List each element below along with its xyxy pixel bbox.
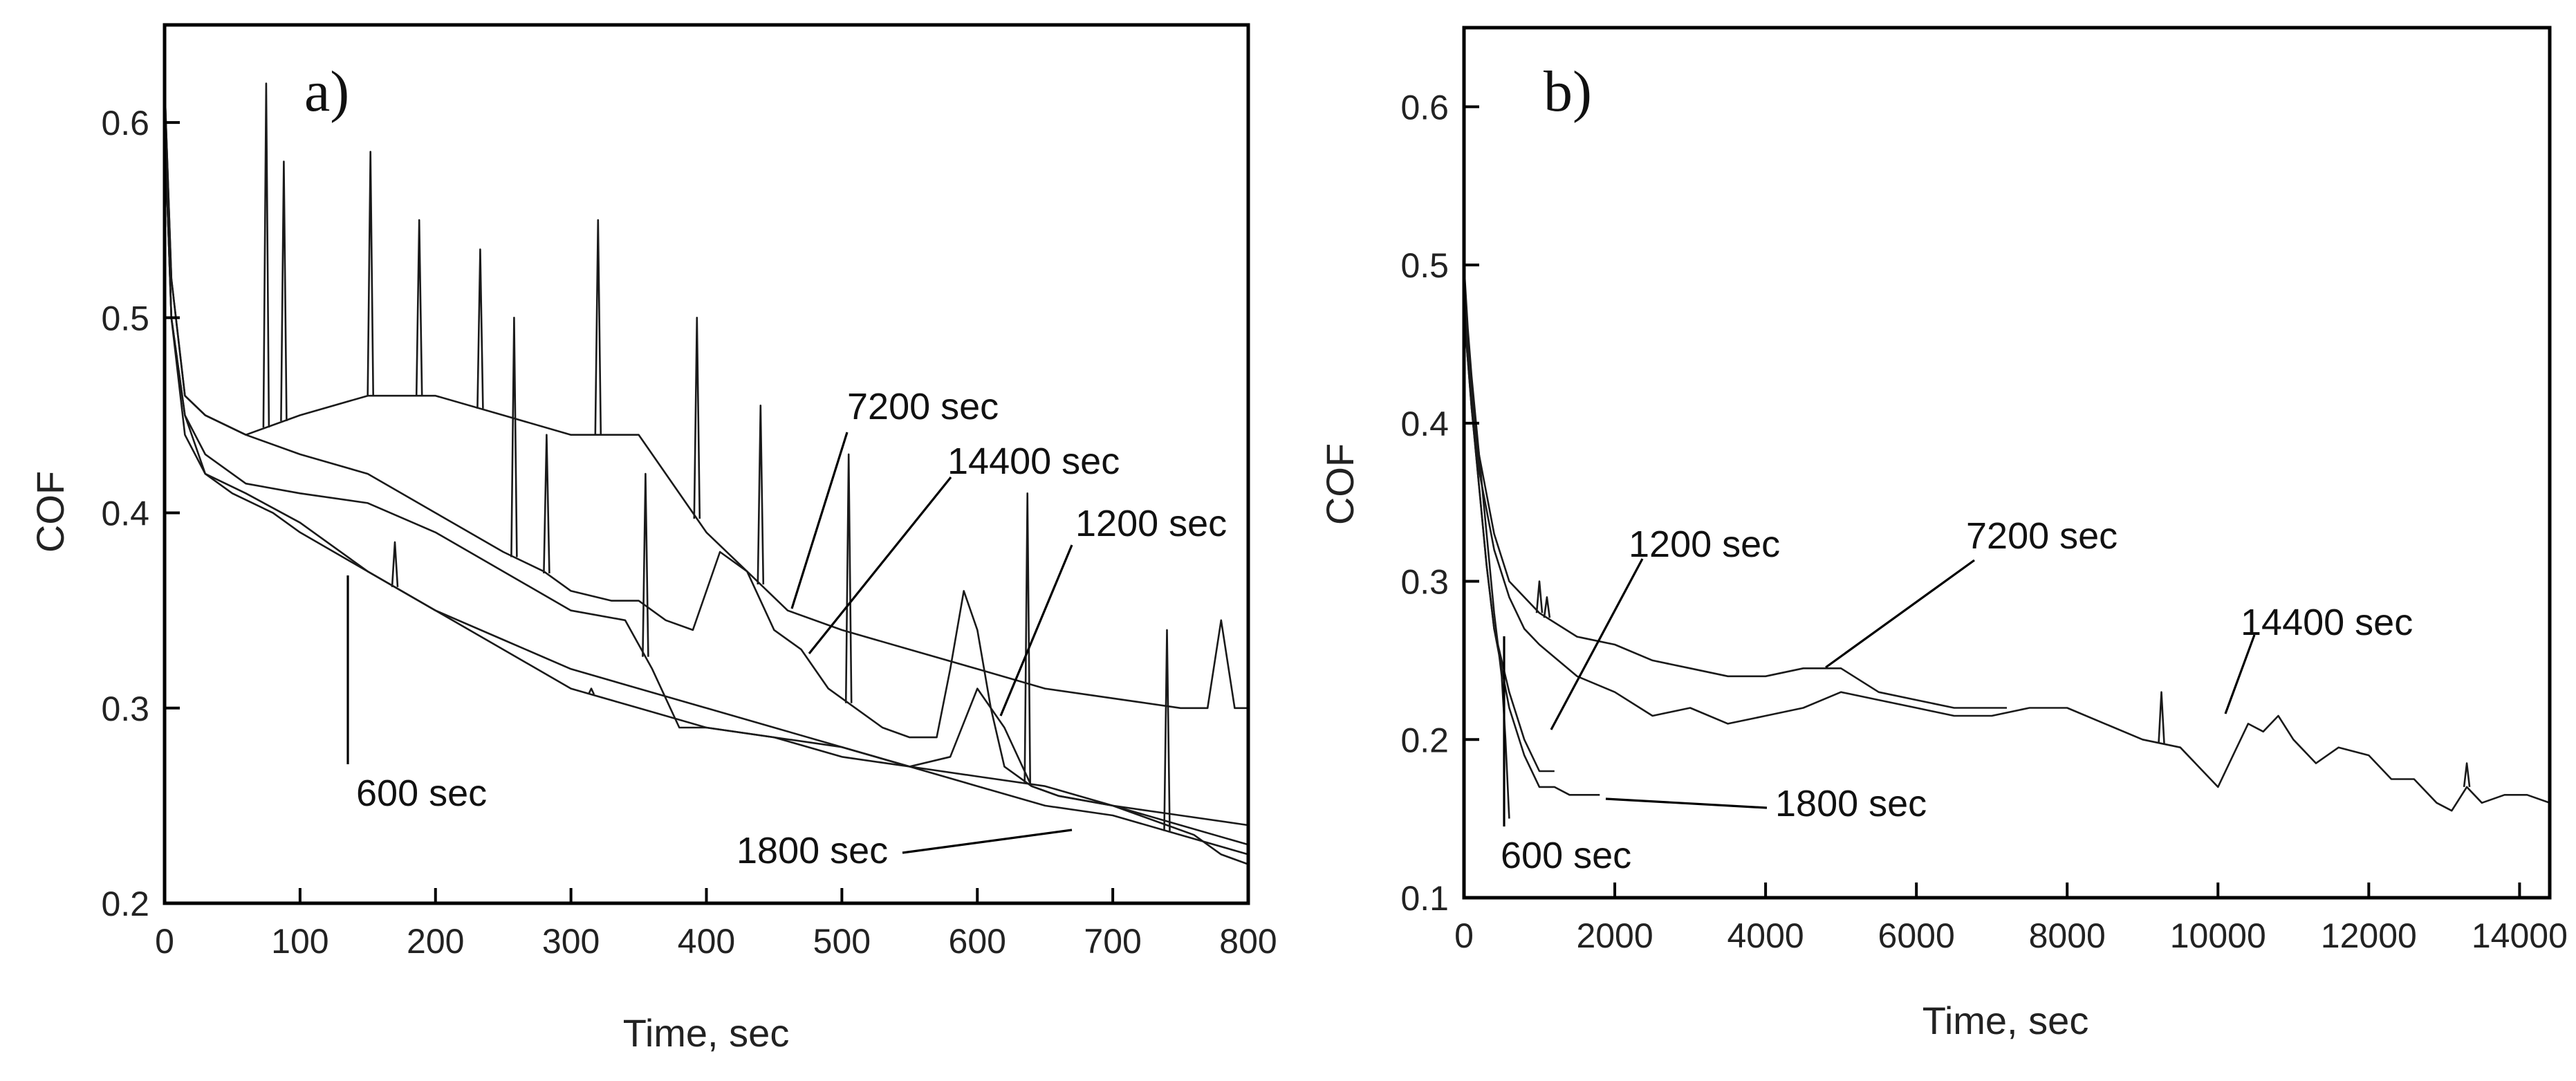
annotation-1200-sec-b: 1200 sec xyxy=(1629,524,1780,565)
spike-a-1200-sec-1 xyxy=(587,687,595,695)
annotation-14400-sec-b: 14400 sec xyxy=(2241,602,2413,643)
x-axis-title-a: Time, sec xyxy=(623,1011,790,1055)
series-line-a-1800-sec xyxy=(163,122,1249,856)
series-line-a-600-sec xyxy=(163,122,1249,846)
y-tick-label-b-0.2: 0.2 xyxy=(1400,721,1449,759)
spike-a-14400-sec-2 xyxy=(844,453,853,703)
annotation-14400-sec-a: 14400 sec xyxy=(947,441,1120,482)
x-axis-title-b: Time, sec xyxy=(1922,999,2089,1042)
panel-label-a: a) xyxy=(304,59,349,124)
panel-a: 0 100 200 300 400 500 600 700 800 0.2 0.3 0.4 0.5 0.6… xyxy=(28,23,1277,1055)
x-tick-label-b-14000: 14000 xyxy=(2472,916,2568,955)
spike-a-7200-sec-3 xyxy=(415,219,423,396)
spike-b-7200-sec-0 xyxy=(1535,580,1544,613)
x-tick-label-a-100: 100 xyxy=(271,922,328,961)
arrow-7200-b xyxy=(1825,559,1975,669)
annotation-1800-sec-b: 1800 sec xyxy=(1775,783,1927,824)
y-tick-label-b-0.4: 0.4 xyxy=(1400,405,1449,443)
spike-a-14400-sec-0 xyxy=(510,317,518,557)
y-tick-label-b-0.3: 0.3 xyxy=(1400,563,1449,602)
x-tick-label-a-400: 400 xyxy=(678,922,735,961)
y-tick-label-b-0.5: 0.5 xyxy=(1400,246,1449,285)
arrow-1200-b xyxy=(1550,558,1644,730)
arrow-1800-a xyxy=(902,829,1073,854)
spike-b-7200-sec-1 xyxy=(1543,596,1551,618)
arrow-14400-b xyxy=(2224,634,2256,714)
x-tick-label-b-4000: 4000 xyxy=(1727,916,1804,955)
arrow-1200-a xyxy=(999,544,1073,717)
x-tick-label-b-10000: 10000 xyxy=(2170,916,2266,955)
spike-a-7200-sec-5 xyxy=(594,219,602,435)
x-tick-label-b-2000: 2000 xyxy=(1576,916,1653,955)
x-tick-label-b-8000: 8000 xyxy=(2029,916,2106,955)
spike-a-7200-sec-2 xyxy=(367,151,374,396)
plot-frame-b xyxy=(1462,26,2552,900)
spike-a-1800-sec-1 xyxy=(1163,629,1171,831)
panel-b: 0 2000 4000 6000 8000 10000 12000 14000 0.1 0.2 0.… xyxy=(1318,26,2568,1042)
spike-b-14400-sec-0 xyxy=(2158,691,2165,744)
annotation-1200-sec-a: 1200 sec xyxy=(1075,503,1227,544)
annotation-7200-sec-b: 7200 sec xyxy=(1966,515,2118,557)
x-tick-label-a-300: 300 xyxy=(542,922,600,961)
y-tick-label-a-0.4: 0.4 xyxy=(101,495,149,533)
spike-a-1200-sec-0 xyxy=(391,541,399,587)
annotation-1800-sec-a: 1800 sec xyxy=(736,830,888,871)
spike-a-7200-sec-7 xyxy=(757,405,765,585)
series-line-b-1200-sec xyxy=(1463,312,1555,773)
y-tick-label-a-0.3: 0.3 xyxy=(101,690,149,728)
x-tick-label-a-200: 200 xyxy=(407,922,464,961)
series-line-b-7200-sec xyxy=(1463,265,2007,709)
spike-b-14400-sec-1 xyxy=(2463,762,2471,788)
annotation-7200-sec-a: 7200 sec xyxy=(847,386,999,427)
series-line-a-7200-sec xyxy=(163,83,1248,710)
y-axis-title-a: COF xyxy=(28,471,72,553)
spike-a-7200-sec-0 xyxy=(262,82,270,428)
arrow-14400-a xyxy=(808,476,952,655)
annotation-600-sec-a: 600 sec xyxy=(356,773,487,814)
x-tick-label-a-600: 600 xyxy=(949,922,1006,961)
spike-a-14400-sec-1 xyxy=(543,434,550,574)
x-tick-label-a-500: 500 xyxy=(813,922,871,961)
panel-label-b: b) xyxy=(1544,59,1592,124)
x-tick-label-a-0: 0 xyxy=(155,922,174,961)
y-tick-label-a-0.5: 0.5 xyxy=(101,299,149,338)
x-tick-label-a-800: 800 xyxy=(1219,922,1277,961)
x-tick-label-b-6000: 6000 xyxy=(1878,916,1955,955)
series-line-a-14400-sec xyxy=(163,83,1249,865)
spike-a-7200-sec-1 xyxy=(280,160,288,421)
arrow-7200-a xyxy=(790,432,849,609)
spike-a-7200-sec-6 xyxy=(693,317,701,519)
y-axis-title-b: COF xyxy=(1318,443,1362,525)
spike-a-7200-sec-4 xyxy=(476,248,484,409)
series-line-b-14400-sec xyxy=(1463,296,2550,812)
x-tick-label-a-700: 700 xyxy=(1084,922,1141,961)
y-tick-label-a-0.6: 0.6 xyxy=(101,104,149,142)
spike-a-14400-sec-3 xyxy=(1023,492,1031,784)
y-tick-label-b-0.6: 0.6 xyxy=(1400,88,1449,127)
x-tick-label-b-0: 0 xyxy=(1454,916,1474,955)
annotation-600-sec-b: 600 sec xyxy=(1501,835,1631,876)
spike-a-1800-sec-0 xyxy=(642,472,649,657)
y-tick-label-b-0.1: 0.1 xyxy=(1400,879,1449,918)
arrow-1800-b xyxy=(1605,797,1768,809)
x-tick-label-b-12000: 12000 xyxy=(2321,916,2417,955)
y-tick-label-a-0.2: 0.2 xyxy=(101,885,149,923)
series-line-b-1800-sec xyxy=(1463,312,1600,796)
